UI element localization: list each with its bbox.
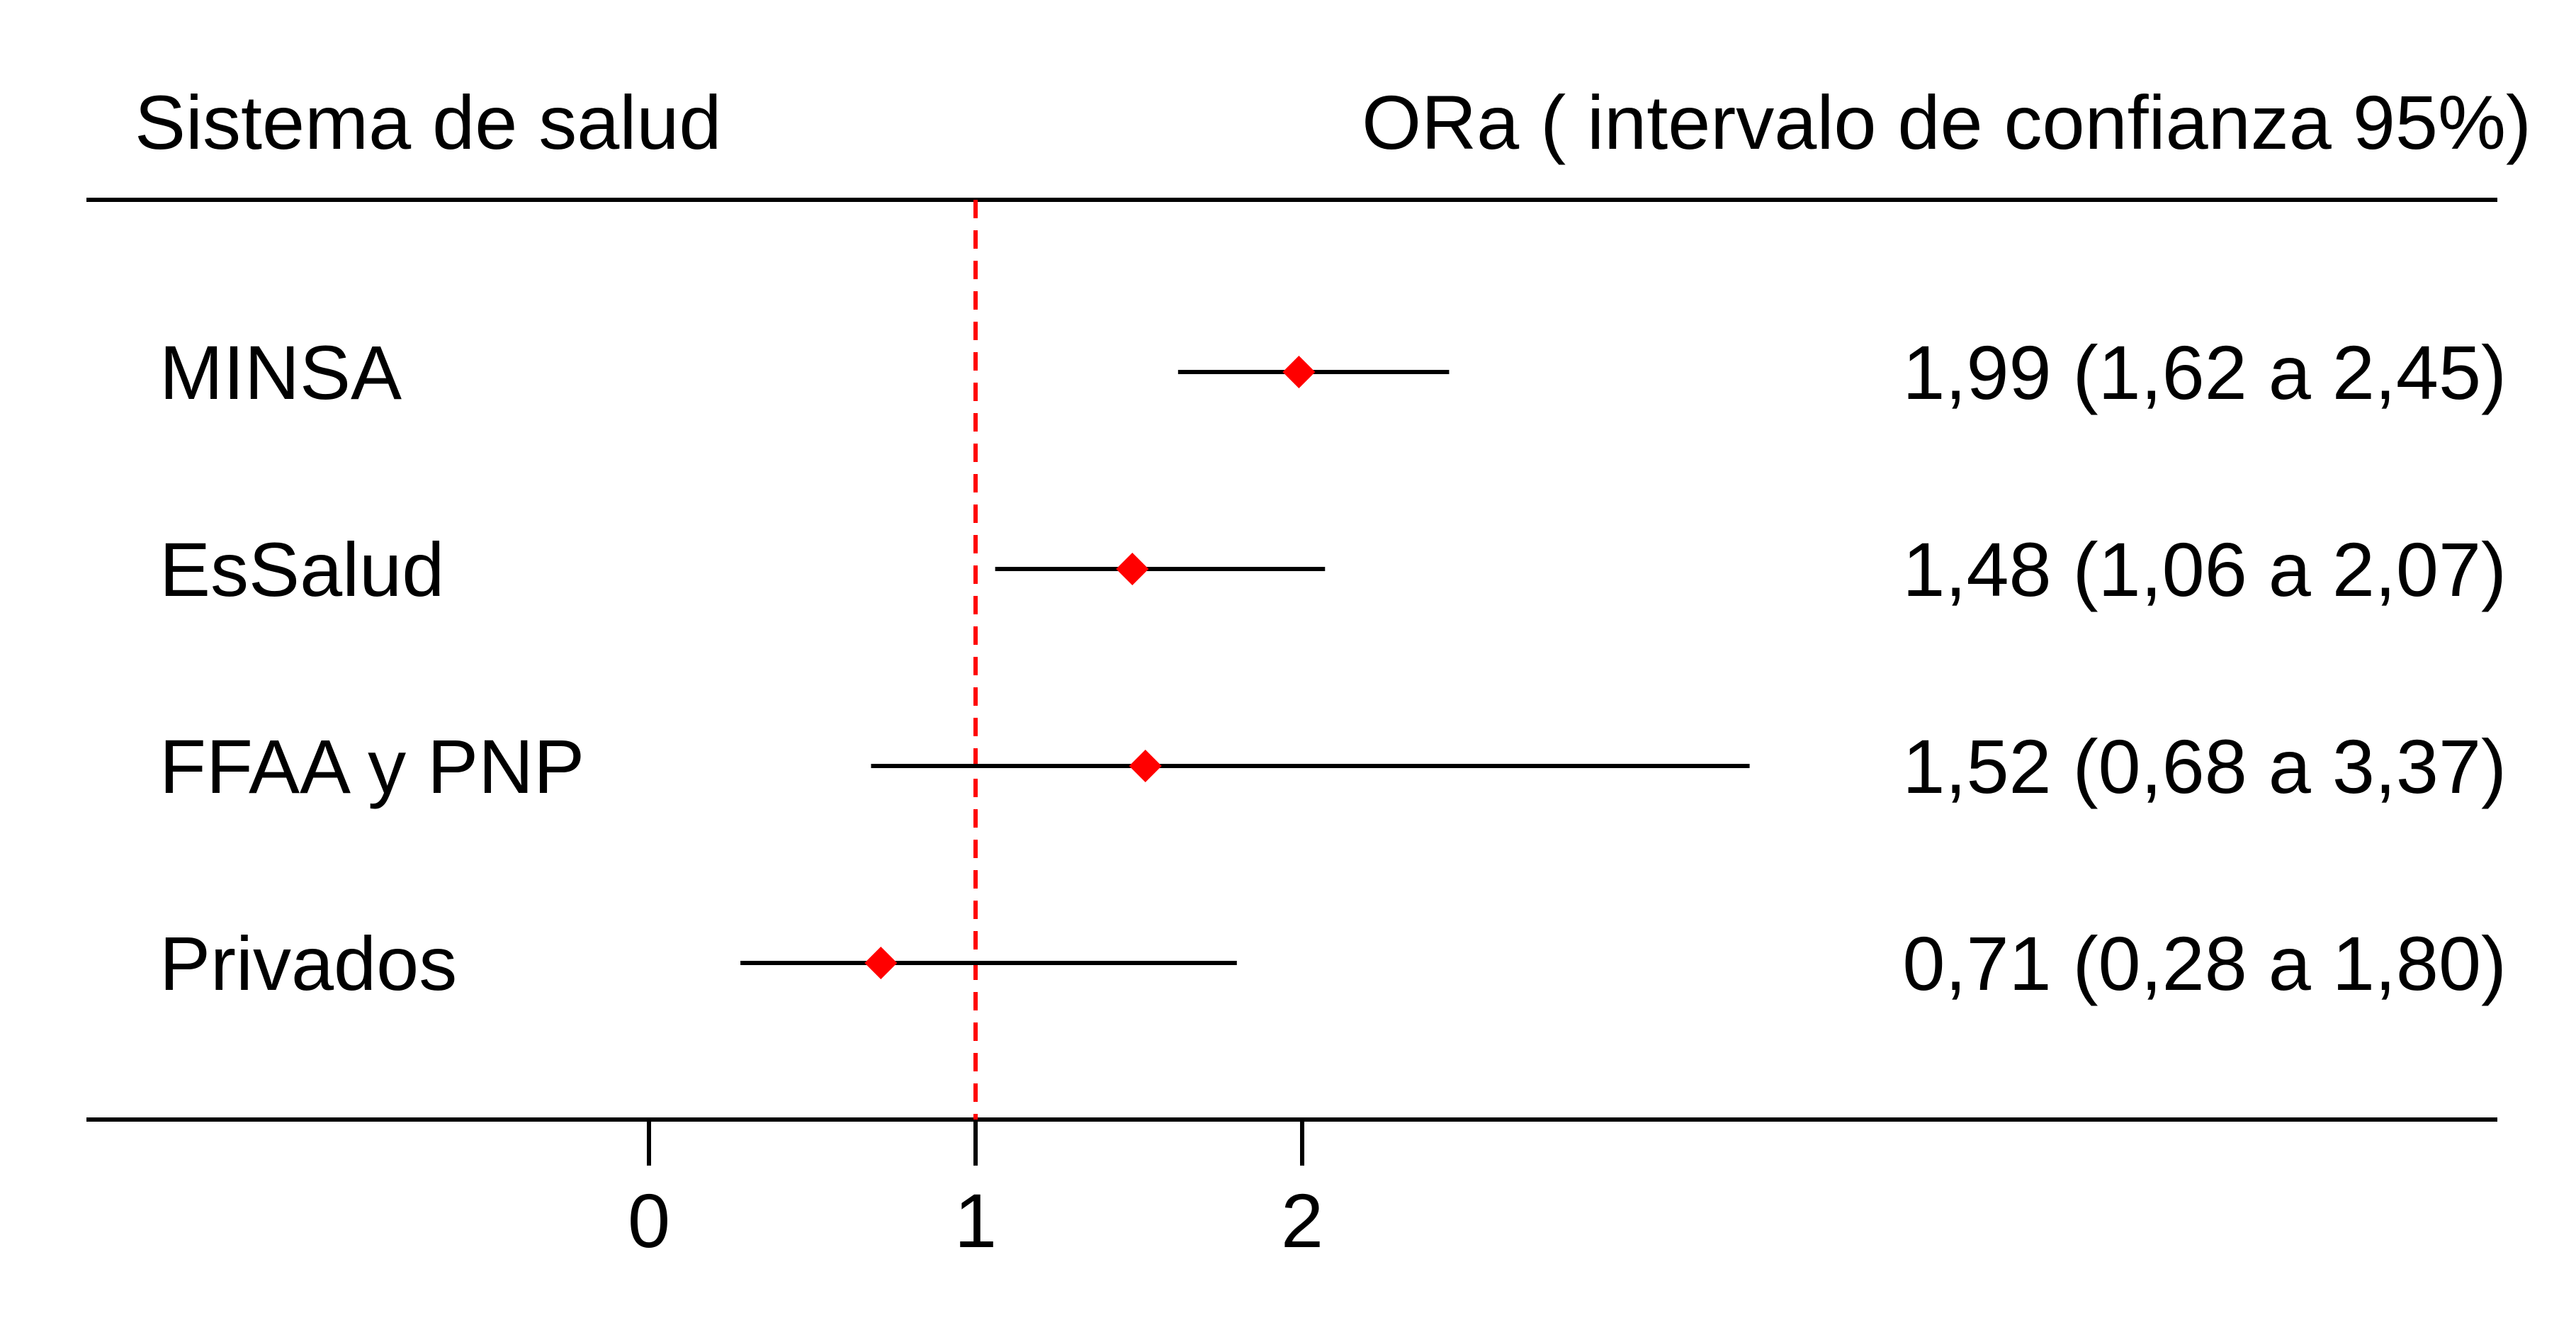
row-label: MINSA	[159, 329, 402, 415]
point-estimate	[1129, 750, 1162, 782]
forest-row: FFAA y PNP 1,52 (0,68 a 3,37)	[159, 723, 2507, 809]
row-label: FFAA y PNP	[159, 723, 584, 809]
row-value-text: 1,99 (1,62 a 2,45)	[1902, 329, 2507, 415]
row-value-text: 0,71 (0,28 a 1,80)	[1902, 920, 2507, 1006]
row-label: EsSalud	[159, 526, 444, 612]
x-axis: 0 1 2	[628, 1120, 1323, 1263]
row-label: Privados	[159, 920, 457, 1006]
forest-row: Privados 0,71 (0,28 a 1,80)	[159, 920, 2507, 1006]
row-value-text: 1,48 (1,06 a 2,07)	[1902, 526, 2507, 612]
forest-row: EsSalud 1,48 (1,06 a 2,07)	[159, 526, 2507, 612]
x-tick-label: 1	[954, 1178, 997, 1263]
header-right: ORa ( intervalo de confianza 95%)	[1362, 79, 2531, 165]
point-estimate	[1116, 553, 1149, 585]
point-estimate	[864, 947, 898, 979]
point-estimate	[1282, 356, 1316, 388]
x-tick-label: 0	[628, 1178, 670, 1263]
header-left: Sistema de salud	[135, 79, 721, 165]
row-value-text: 1,52 (0,68 a 3,37)	[1902, 723, 2507, 809]
x-tick-label: 2	[1281, 1178, 1323, 1263]
rows: MINSA 1,99 (1,62 a 2,45) EsSalud 1,48 (1,06…	[159, 329, 2507, 1006]
forest-row: MINSA 1,99 (1,62 a 2,45)	[159, 329, 2507, 415]
